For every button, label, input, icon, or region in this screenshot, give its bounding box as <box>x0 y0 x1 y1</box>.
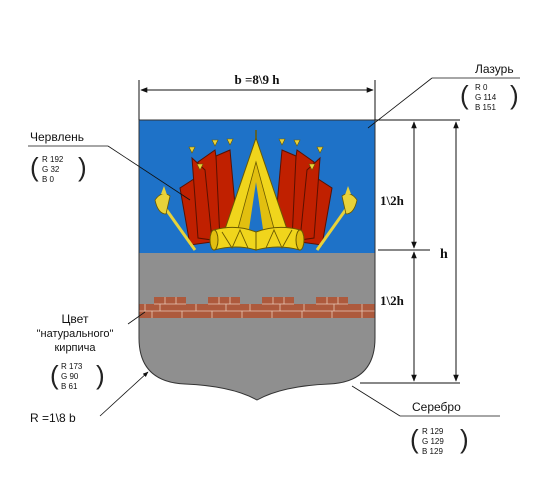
brick-name-2: "натурального" <box>37 328 114 340</box>
svg-text:(: ( <box>50 360 59 390</box>
upper-half-label: 1\2h <box>380 193 405 208</box>
brick-g: G 90 <box>61 372 79 381</box>
svg-text:): ) <box>510 80 519 110</box>
gules-callout: Червлень ( ) R 192 G 32 B 0 <box>28 130 191 201</box>
brick-callout: Цвет "натурального" кирпича ( ) R 173 G … <box>37 311 146 391</box>
drum-right <box>255 226 305 251</box>
svg-text:): ) <box>460 424 469 454</box>
svg-text:): ) <box>96 360 105 390</box>
argent-field <box>139 253 375 400</box>
azure-callout: Лазурь ( ) R 0 G 114 B 151 <box>367 62 520 129</box>
azure-name: Лазурь <box>475 62 514 76</box>
svg-text:(: ( <box>30 152 39 182</box>
argent-g: G 129 <box>422 437 444 446</box>
svg-text:): ) <box>78 152 87 182</box>
gules-r: R 192 <box>42 155 64 164</box>
brick-wall <box>139 297 375 318</box>
brick-r: R 173 <box>61 362 83 371</box>
argent-name: Серебро <box>412 400 461 414</box>
emblem <box>154 130 358 251</box>
height-label: h <box>440 247 448 262</box>
lower-half-label: 1\2h <box>380 293 405 308</box>
radius-label: R =1\8 b <box>30 411 76 425</box>
shield <box>138 119 376 401</box>
gold-tent <box>221 130 291 239</box>
svg-text:(: ( <box>460 80 469 110</box>
brick-b: B 61 <box>61 382 78 391</box>
halberd-left <box>154 186 197 251</box>
width-label: b =8\9 h <box>235 72 281 87</box>
brick-name-1: Цвет <box>62 312 89 326</box>
half-dimensions <box>360 119 460 384</box>
drum-left <box>209 226 257 251</box>
svg-text:(: ( <box>410 424 419 454</box>
argent-b: B 129 <box>422 447 443 456</box>
brick-name-3: кирпича <box>54 342 96 354</box>
width-dimension <box>138 80 376 120</box>
azure-r: R 0 <box>475 83 488 92</box>
halberd-right <box>315 186 358 251</box>
gules-b: B 0 <box>42 175 55 184</box>
argent-r: R 129 <box>422 427 444 436</box>
argent-callout: Серебро ( ) R 129 G 129 B 129 <box>351 385 500 456</box>
radius-callout: R =1\8 b <box>30 371 149 425</box>
gules-g: G 32 <box>42 165 60 174</box>
azure-g: G 114 <box>475 93 497 102</box>
shield-outline <box>138 119 376 401</box>
gules-name: Червлень <box>30 130 84 144</box>
azure-b: B 151 <box>475 103 496 112</box>
